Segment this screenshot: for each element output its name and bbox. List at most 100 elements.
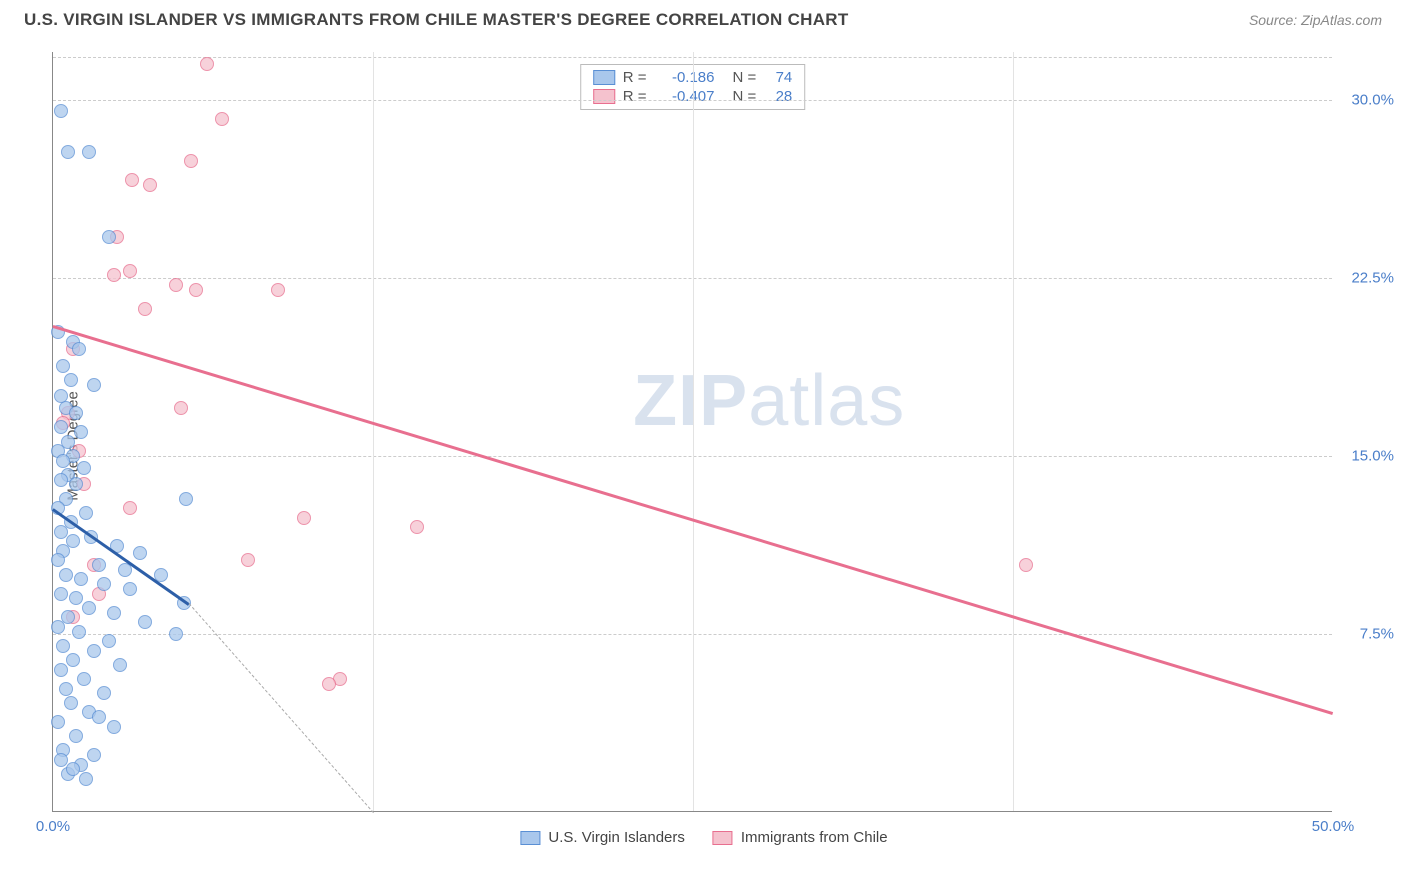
chile-marker	[271, 283, 285, 297]
plot-area: ZIPatlas R =-0.186N =74R =-0.407N =28 7.…	[52, 52, 1332, 812]
legend-item: Immigrants from Chile	[713, 829, 888, 846]
usvi-marker	[64, 373, 78, 387]
usvi-marker	[179, 492, 193, 506]
n-value: 28	[764, 88, 792, 105]
chile-marker	[143, 178, 157, 192]
usvi-marker	[77, 461, 91, 475]
gridline-v	[1013, 52, 1014, 811]
chile-marker	[123, 501, 137, 515]
header: U.S. VIRGIN ISLANDER VS IMMIGRANTS FROM …	[0, 0, 1406, 36]
legend-swatch	[713, 831, 733, 845]
x-tick-label: 0.0%	[36, 818, 70, 835]
usvi-marker	[133, 546, 147, 560]
legend-swatch	[520, 831, 540, 845]
usvi-marker	[69, 406, 83, 420]
r-value: -0.186	[655, 69, 715, 86]
usvi-marker	[123, 582, 137, 596]
chile-marker	[123, 264, 137, 278]
usvi-marker	[54, 420, 68, 434]
usvi-marker	[54, 587, 68, 601]
usvi-marker	[79, 506, 93, 520]
usvi-marker	[79, 772, 93, 786]
legend-swatch	[593, 89, 615, 104]
chile-marker	[200, 57, 214, 71]
chile-marker	[241, 553, 255, 567]
usvi-marker	[92, 710, 106, 724]
y-tick-label: 15.0%	[1351, 447, 1394, 464]
usvi-marker	[87, 378, 101, 392]
usvi-marker	[97, 577, 111, 591]
n-value: 74	[764, 69, 792, 86]
usvi-marker	[74, 572, 88, 586]
usvi-marker	[69, 477, 83, 491]
usvi-marker	[51, 620, 65, 634]
chile-marker	[297, 511, 311, 525]
y-tick-label: 30.0%	[1351, 91, 1394, 108]
usvi-marker	[87, 644, 101, 658]
chile-marker	[215, 112, 229, 126]
source-label: Source: ZipAtlas.com	[1249, 12, 1382, 28]
usvi-marker	[138, 615, 152, 629]
chile-marker	[107, 268, 121, 282]
chile-marker	[184, 154, 198, 168]
usvi-marker	[59, 682, 73, 696]
n-label: N =	[733, 69, 757, 86]
x-tick-label: 50.0%	[1312, 818, 1355, 835]
usvi-marker	[97, 686, 111, 700]
usvi-marker	[54, 525, 68, 539]
usvi-marker	[102, 230, 116, 244]
r-label: R =	[623, 69, 647, 86]
usvi-marker	[69, 591, 83, 605]
usvi-marker	[92, 558, 106, 572]
chile-marker	[189, 283, 203, 297]
usvi-marker	[66, 762, 80, 776]
legend-item: U.S. Virgin Islanders	[520, 829, 684, 846]
usvi-marker	[56, 454, 70, 468]
watermark: ZIPatlas	[633, 360, 905, 442]
usvi-marker	[107, 720, 121, 734]
chile-marker	[174, 401, 188, 415]
usvi-marker	[113, 658, 127, 672]
usvi-marker	[66, 534, 80, 548]
legend-swatch	[593, 70, 615, 85]
chart-container: Master's Degree ZIPatlas R =-0.186N =74R…	[24, 42, 1384, 850]
r-label: R =	[623, 88, 647, 105]
usvi-marker	[51, 553, 65, 567]
usvi-marker	[69, 729, 83, 743]
usvi-marker	[82, 601, 96, 615]
usvi-marker	[51, 715, 65, 729]
usvi-marker	[72, 342, 86, 356]
usvi-marker	[56, 359, 70, 373]
usvi-marker	[74, 425, 88, 439]
usvi-marker	[66, 653, 80, 667]
usvi-marker	[56, 639, 70, 653]
chile-marker	[322, 677, 336, 691]
usvi-marker	[61, 145, 75, 159]
y-tick-label: 22.5%	[1351, 269, 1394, 286]
series-legend: U.S. Virgin Islanders Immigrants from Chi…	[520, 829, 887, 846]
chile-marker	[125, 173, 139, 187]
chart-title: U.S. VIRGIN ISLANDER VS IMMIGRANTS FROM …	[24, 10, 849, 30]
usvi-marker	[102, 634, 116, 648]
chile-marker	[410, 520, 424, 534]
usvi-marker	[169, 627, 183, 641]
legend-label: Immigrants from Chile	[741, 829, 888, 846]
usvi-marker	[54, 473, 68, 487]
usvi-marker	[54, 104, 68, 118]
usvi-marker	[54, 663, 68, 677]
usvi-marker	[59, 568, 73, 582]
usvi-marker	[87, 748, 101, 762]
gridline-v	[373, 52, 374, 811]
gridline-v	[693, 52, 694, 811]
usvi-marker	[72, 625, 86, 639]
usvi-marker	[54, 753, 68, 767]
usvi-marker	[64, 696, 78, 710]
chile-marker	[1019, 558, 1033, 572]
usvi-marker	[107, 606, 121, 620]
n-label: N =	[733, 88, 757, 105]
chile-marker	[138, 302, 152, 316]
chile-marker	[169, 278, 183, 292]
legend-label: U.S. Virgin Islanders	[548, 829, 684, 846]
usvi-marker	[82, 145, 96, 159]
y-tick-label: 7.5%	[1360, 625, 1394, 642]
